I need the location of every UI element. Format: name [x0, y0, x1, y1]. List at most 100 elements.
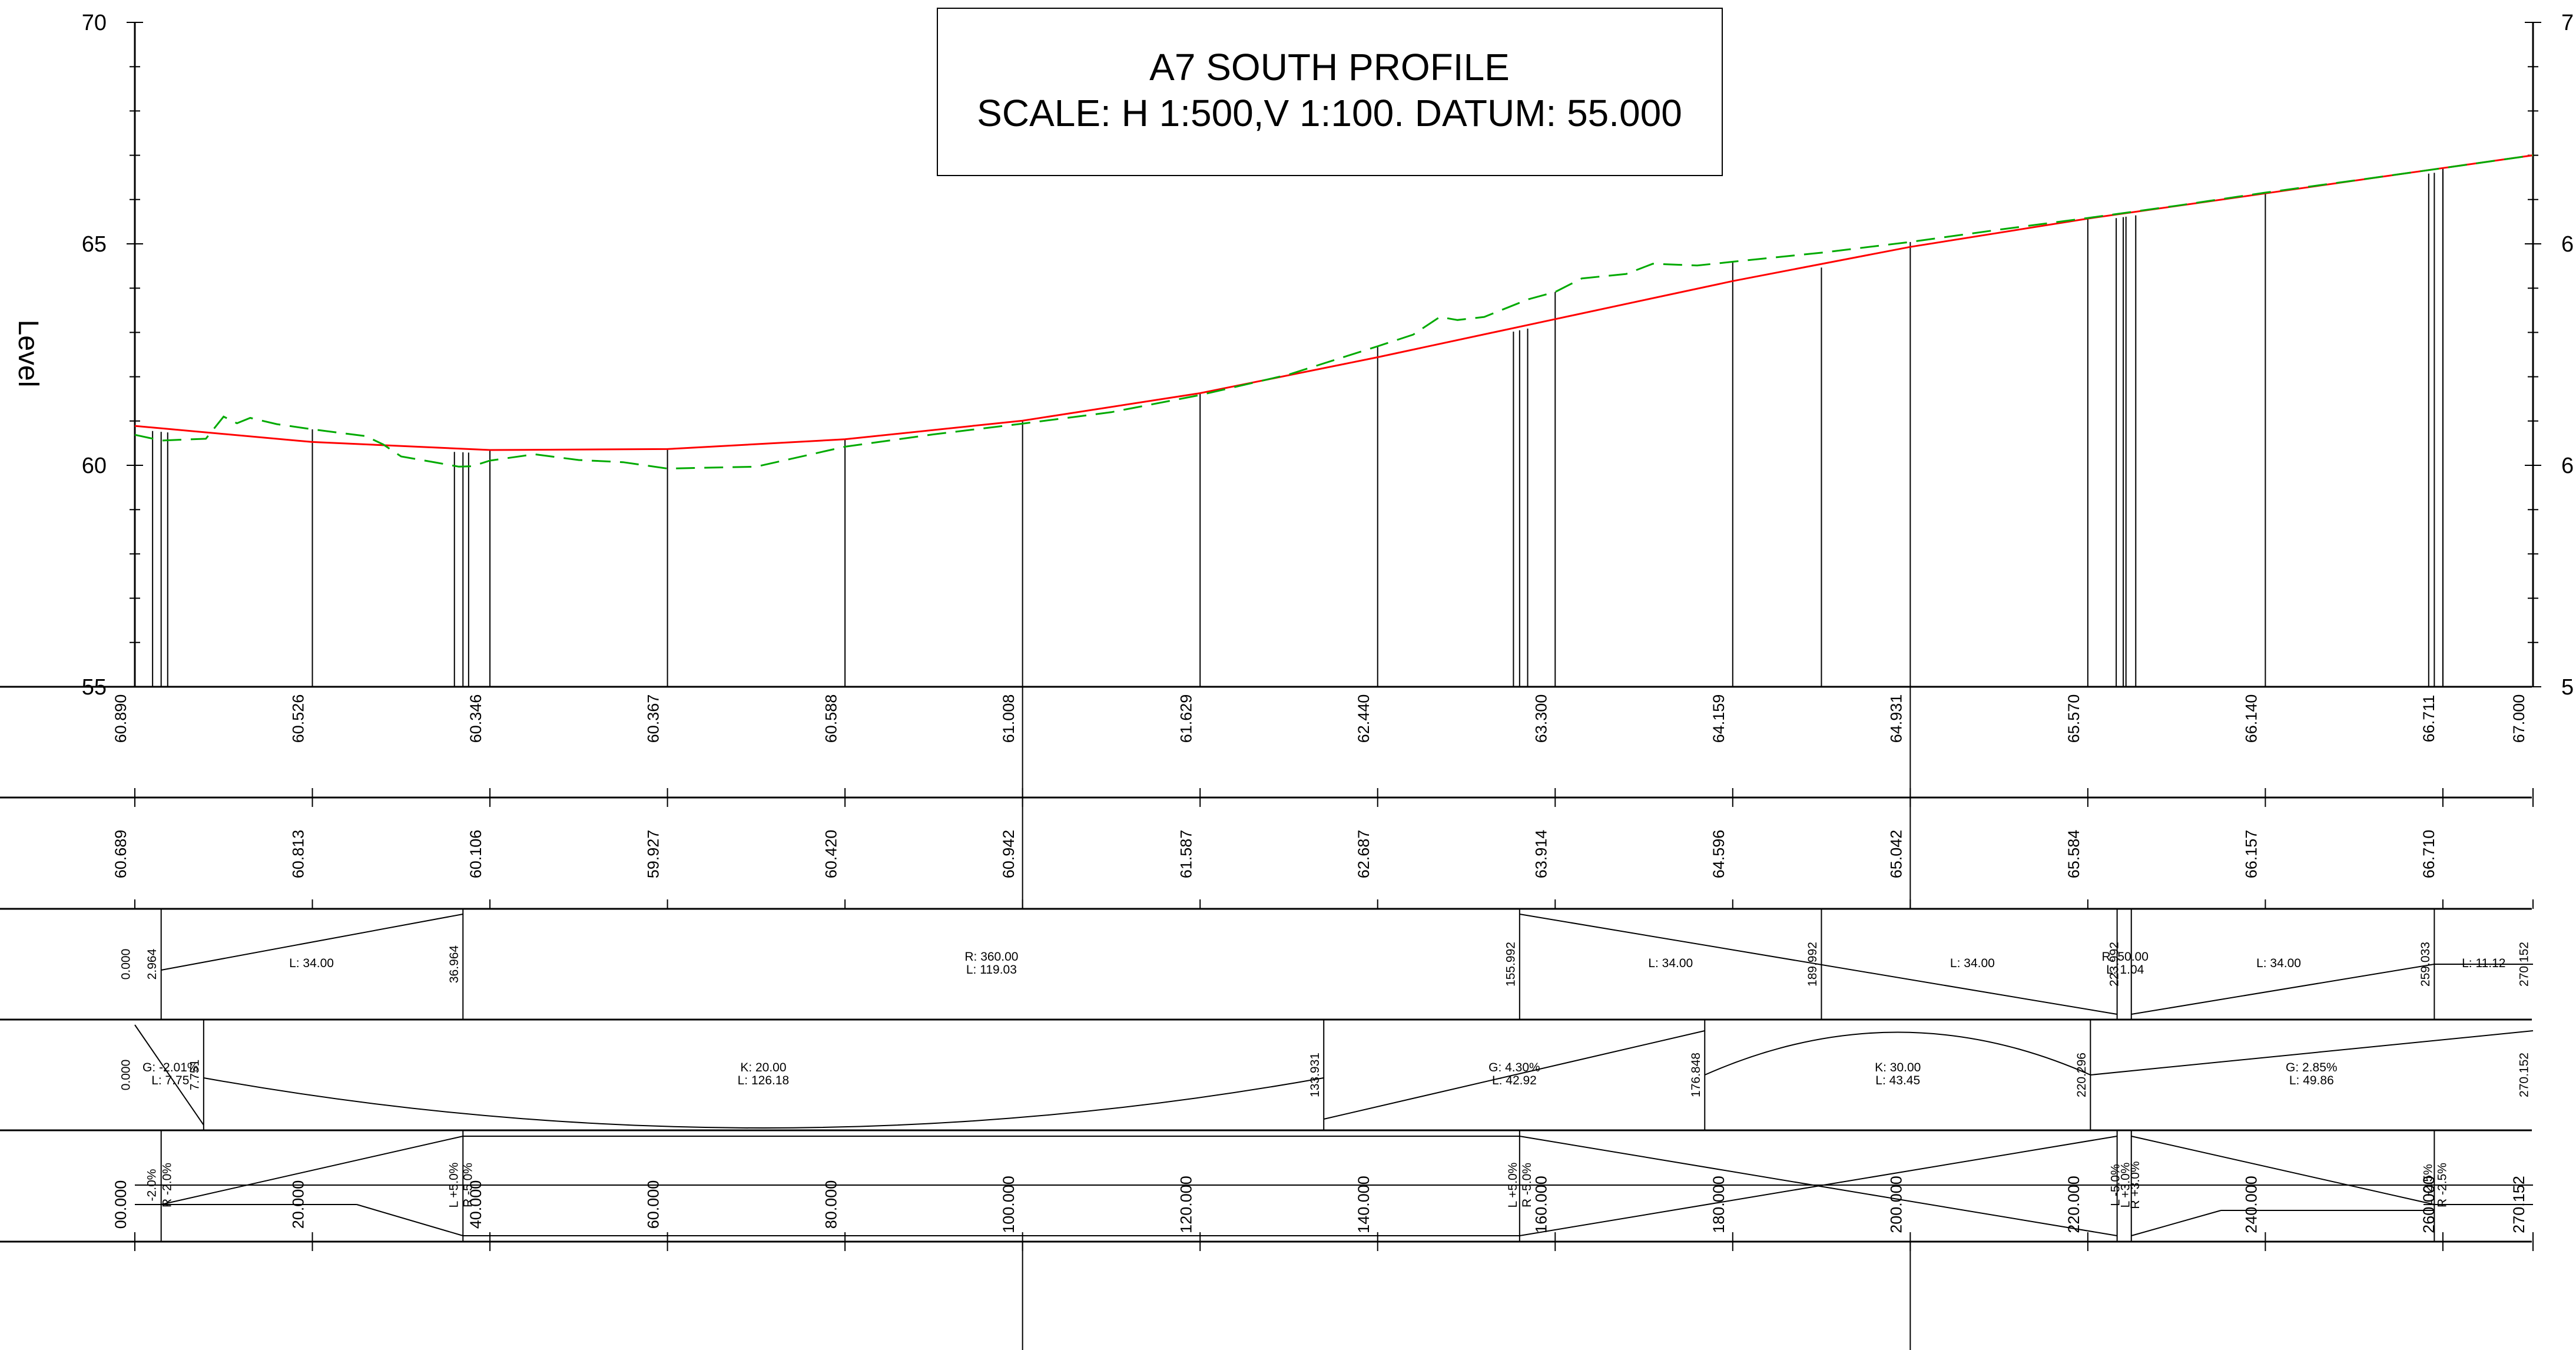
- existing-level-label: 60.420: [822, 830, 840, 879]
- design-level-label: 64.931: [1887, 694, 1905, 743]
- y-axis-left: 55 60 65 70: [82, 11, 143, 700]
- horizontal-segment-label: L: 119.03: [966, 963, 1017, 977]
- y-tick-label-right: 6: [2561, 232, 2574, 257]
- table-bands: [0, 686, 2532, 1243]
- chainage-label: 40.000: [467, 1180, 485, 1229]
- chainage-label: 80.000: [822, 1180, 840, 1229]
- vertical-sag-curve: [203, 1077, 1324, 1129]
- vertical-ip-label: 7.751: [188, 1060, 201, 1091]
- chainage-label: 240.000: [2243, 1176, 2260, 1233]
- horizontal-transition: [1519, 914, 2117, 1015]
- design-level-label: 61.629: [1177, 694, 1195, 743]
- horizontal-ip-label: 155.992: [1504, 942, 1517, 987]
- vertical-ip-label: 176.848: [1689, 1053, 1703, 1097]
- y-axis-title: Level: [12, 320, 44, 388]
- title-box: [937, 8, 1723, 176]
- horizontal-segment-label: L: 34.00: [1648, 957, 1693, 970]
- chainage-label: 100.000: [1000, 1176, 1017, 1233]
- design-level-label: 61.008: [1000, 694, 1017, 743]
- horizontal-ip-label: 223.992: [2108, 942, 2121, 987]
- existing-level-label: 59.927: [645, 830, 662, 879]
- vertical-segment-label: L: 42.92: [1492, 1074, 1537, 1087]
- vertical-ip-label: 220.296: [2075, 1053, 2088, 1097]
- vertical-grade: [1324, 1030, 1705, 1120]
- superelevation-edge: [161, 1136, 463, 1205]
- vertical-ip-label: 133.931: [1308, 1053, 1322, 1097]
- design-level-label: 63.300: [1532, 694, 1550, 743]
- horizontal-segment-label: L: 34.00: [1950, 957, 1995, 970]
- design-level-label: 60.526: [290, 694, 307, 743]
- horizontal-ip-label: 189.992: [1806, 942, 1819, 987]
- design-line: [134, 154, 2534, 451]
- vertical-segment-label: G: 2.85%: [2286, 1061, 2338, 1074]
- vertical-segment-label: K: 20.00: [740, 1061, 786, 1074]
- design-level-label: 66.711: [2420, 695, 2438, 743]
- existing-level-label: 64.596: [1710, 830, 1728, 879]
- horizontal-ip-label: 0.000: [120, 949, 133, 980]
- design-level-label: 66.140: [2243, 694, 2260, 743]
- profile-series: [134, 154, 2534, 470]
- y-tick-label: 60: [82, 454, 107, 478]
- band-labels: 60.89000.00060.52620.00060.34640.00060.3…: [112, 694, 2531, 1233]
- chart-subtitle: SCALE: H 1:500,V 1:100. DATUM: 55.000: [977, 92, 1682, 134]
- horizontal-transition: [2131, 964, 2435, 1015]
- horizontal-ip-label: 36.964: [447, 945, 461, 984]
- chart-title: A7 SOUTH PROFILE: [1149, 46, 1510, 88]
- y-tick-label-right: 5: [2561, 675, 2574, 700]
- vertical-ip-label: 270.152: [2518, 1053, 2531, 1097]
- existing-level-label: 65.042: [1887, 830, 1905, 879]
- vertical-crest-curve: [1704, 1031, 2091, 1076]
- existing-level-label: 62.687: [1355, 830, 1372, 879]
- chainage-label: 120.000: [1177, 1176, 1195, 1233]
- horizontal-segment-label: L: 34.00: [2256, 957, 2301, 970]
- chainage-verticals: [134, 155, 2534, 1350]
- existing-ground-line: [134, 154, 2534, 470]
- chainage-label: 140.000: [1355, 1176, 1372, 1233]
- horizontal-ip-label: 2.964: [145, 948, 159, 980]
- horizontal-segment-label: L: 11.12: [2462, 957, 2505, 970]
- vertical-segment-label: L: 43.45: [1875, 1074, 1920, 1087]
- chainage-label: 180.000: [1710, 1176, 1728, 1233]
- existing-level-label: 60.689: [112, 830, 130, 879]
- y-tick-label: 55: [82, 675, 107, 700]
- existing-level-label: 60.813: [290, 830, 307, 879]
- design-level-label: 60.367: [645, 694, 662, 743]
- vertical-grade: [134, 1024, 204, 1126]
- vertical-segment-label: G: -2.01%: [142, 1061, 198, 1074]
- vertical-segment-label: L: 126.18: [738, 1074, 790, 1087]
- horizontal-transition: [161, 914, 463, 971]
- design-level-label: 65.570: [2065, 694, 2083, 743]
- superelevation-edge: [2131, 1210, 2222, 1236]
- chainage-label: 200.000: [1887, 1176, 1905, 1233]
- existing-level-label: 61.587: [1177, 830, 1195, 879]
- superelevation-edge: [1519, 1136, 2117, 1236]
- horizontal-segment-label: L: 1.04: [2106, 963, 2144, 977]
- horizontal-segment-label: R: 50.00: [2102, 950, 2149, 964]
- vertical-segment-label: L: 49.86: [2289, 1074, 2334, 1087]
- design-level-label: 62.440: [1355, 694, 1372, 743]
- horizontal-ip-label: 259.033: [2419, 942, 2432, 987]
- existing-level-label: 66.710: [2420, 830, 2438, 879]
- vertical-segment-label: L: 7.75: [151, 1074, 189, 1087]
- existing-level-label: 66.157: [2243, 830, 2260, 879]
- superelevation-edge: [2131, 1136, 2435, 1205]
- horizontal-segment-label: R: 360.00: [964, 950, 1018, 964]
- chainage-label: 220.000: [2065, 1176, 2083, 1233]
- y-tick-label: 70: [82, 11, 107, 35]
- existing-level-label: 63.914: [1532, 830, 1550, 879]
- vertical-segment-label: K: 30.00: [1875, 1061, 1921, 1074]
- y-tick-label: 65: [82, 232, 107, 257]
- band-geometry: [134, 914, 2534, 1236]
- y-tick-label-right: 6: [2561, 454, 2574, 478]
- existing-level-label: 60.942: [1000, 830, 1017, 879]
- horizontal-segment-label: L: 34.00: [289, 957, 334, 970]
- vertical-segment-label: G: 4.30%: [1488, 1061, 1540, 1074]
- design-level-label: 60.588: [822, 694, 840, 743]
- design-level-label: 67.000: [2510, 694, 2528, 743]
- design-level-label: 60.890: [112, 694, 130, 743]
- vertical-grade: [2090, 1030, 2534, 1076]
- vertical-ip-label: 0.000: [120, 1060, 133, 1091]
- design-level-label: 60.346: [467, 694, 485, 743]
- chainage-label: 160.000: [1532, 1176, 1550, 1233]
